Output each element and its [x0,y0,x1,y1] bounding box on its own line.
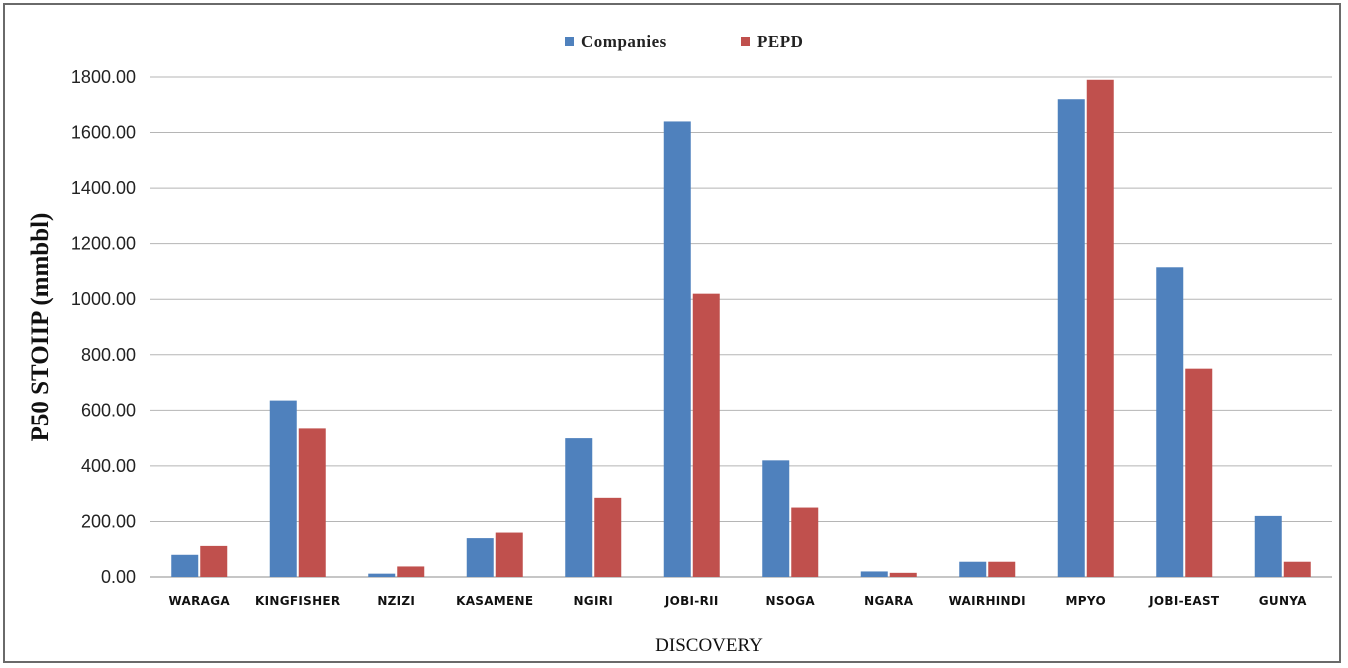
bar-pepd-gunya [1283,561,1311,577]
bar-companies-ngara [860,571,888,577]
legend-label-pepd: PEPD [757,32,803,51]
x-axis-label: DISCOVERY [655,635,763,656]
legend-swatch-companies [565,37,574,46]
legend-swatch-pepd [741,37,750,46]
x-tick-label: GUNYA [1259,594,1307,608]
x-tick-label: MPYO [1066,594,1106,608]
y-tick-label: 1200.00 [71,234,136,254]
y-tick-label: 1000.00 [71,289,136,309]
y-tick-label: 1400.00 [71,178,136,198]
bar-pepd-mpyo [1086,79,1114,578]
bar-companies-jobi-east [1156,267,1184,577]
bar-pepd-kingfisher [298,428,326,577]
y-tick-label: 0.00 [101,567,136,587]
legend-label-companies: Companies [581,32,667,51]
x-tick-label: WARAGA [169,594,231,608]
bar-pepd-kasamene [495,532,523,577]
bar-companies-nsoga [762,460,790,577]
bar-pepd-ngara [889,572,917,577]
bar-pepd-jobi-rii [692,293,720,577]
x-tick-label: NZIZI [377,594,415,608]
x-tick-label: NGIRI [573,594,613,608]
gridlines [150,76,1332,578]
bar-pepd-wairhindi [988,561,1016,577]
bar-pepd-waraga [200,545,228,577]
bars [171,79,1311,578]
bar-companies-ngiri [565,438,593,577]
y-tick-label: 400.00 [81,456,136,476]
y-tick-label: 800.00 [81,345,136,365]
bar-companies-mpyo [1057,99,1085,577]
bar-companies-jobi-rii [663,121,691,577]
y-tick-labels: 0.00 200.00 400.00 600.00 800.00 1000.00 1200.… [71,67,136,587]
bar-companies-wairhindi [959,561,987,577]
y-tick-label: 600.00 [81,400,136,420]
bar-pepd-nzizi [397,566,425,577]
x-tick-label: KINGFISHER [255,594,340,608]
x-tick-label: JOBI-RII [664,594,719,608]
bar-companies-gunya [1254,515,1282,577]
legend: Companies PEPD [565,32,803,51]
bar-companies-kasamene [466,538,494,577]
x-tick-label: NGARA [864,594,914,608]
x-tick-labels: WARAGA KINGFISHER NZIZI KASAMENE NGIRI JOBI-R… [169,594,1307,608]
y-tick-label: 1600.00 [71,123,136,143]
y-tick-label: 1800.00 [71,67,136,87]
bar-companies-kingfisher [269,400,297,577]
bar-pepd-nsoga [791,507,819,577]
y-tick-label: 200.00 [81,511,136,531]
bar-pepd-ngiri [594,497,622,577]
y-axis-label: P50 STOIIP (mmbbl) [27,213,54,442]
bar-companies-waraga [171,554,199,577]
bar-companies-nzizi [368,573,396,577]
x-tick-label: JOBI-EAST [1148,594,1220,608]
bar-pepd-jobi-east [1185,368,1213,577]
x-tick-label: KASAMENE [456,594,533,608]
x-tick-label: WAIRHINDI [949,594,1026,608]
x-tick-label: NSOGA [765,594,815,608]
